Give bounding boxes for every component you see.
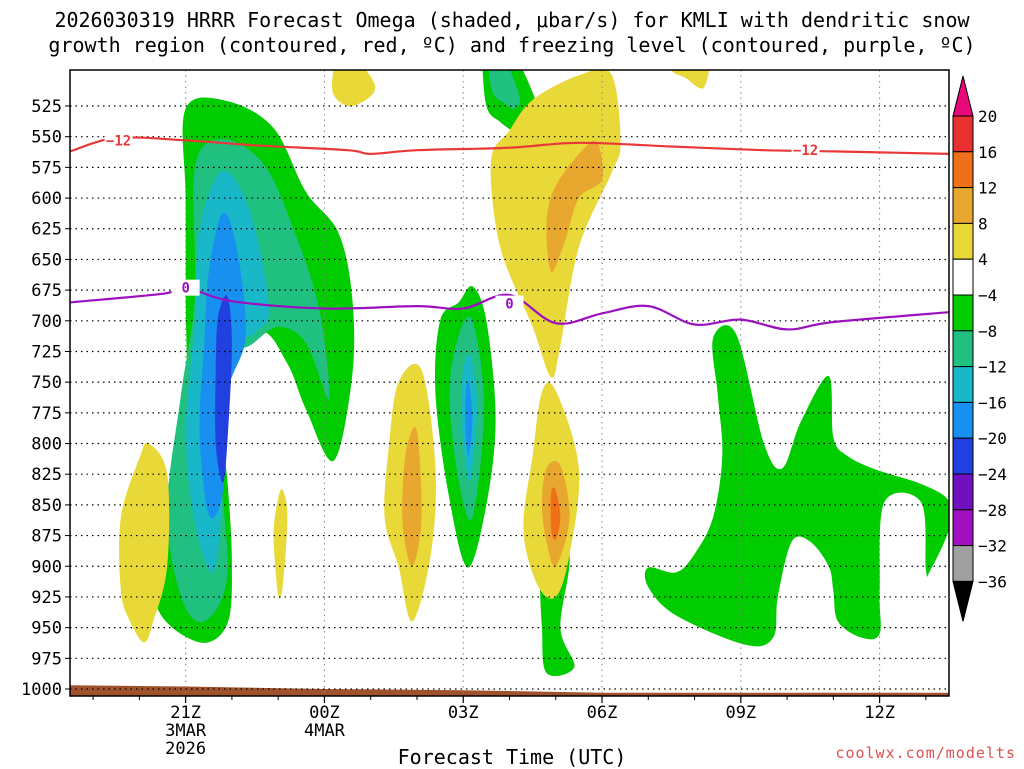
title-line-1: 2026030319 HRRR Forecast Omega (shaded, … <box>54 8 970 32</box>
y-tick-label-1000: 1000 <box>21 680 62 700</box>
omega-region-15 <box>119 442 170 643</box>
contour-label-minus12-left-bg <box>104 132 133 149</box>
colorbar-label-12: −32 <box>978 537 1007 556</box>
grid-lines <box>70 70 949 700</box>
y-tick-label-675: 675 <box>31 281 62 301</box>
colorbar-swatch-9 <box>952 401 974 439</box>
colorbar-label-11: −28 <box>978 501 1007 520</box>
y-tick-label-650: 650 <box>31 250 62 270</box>
colorbar-swatch-4 <box>952 222 974 260</box>
omega-region-22 <box>331 70 376 107</box>
x-tick-label-09Z: 09Z <box>725 703 756 723</box>
omega-region-18 <box>402 426 422 567</box>
contour-label-zero-left: 0 <box>181 281 189 297</box>
y-tick-label-925: 925 <box>31 588 62 608</box>
contour-label-minus12-right: −12 <box>793 143 818 159</box>
colorbar-swatch-6 <box>952 294 974 332</box>
y-tick-label-700: 700 <box>31 312 62 332</box>
colorbar-label-7: −12 <box>978 358 1007 377</box>
y-tick-label-775: 775 <box>31 404 62 424</box>
colorbar-label-9: −20 <box>978 429 1007 448</box>
colorbar-swatch-1 <box>952 115 974 153</box>
colorbar-bottom-arrow <box>952 580 974 622</box>
y-tick-label-825: 825 <box>31 465 62 485</box>
contour-label-minus12-right-bg <box>791 142 820 159</box>
x-tick-label-06Z: 06Z <box>587 703 618 723</box>
x-tick-sublabel-year: 2026 <box>165 739 206 759</box>
x-tick-label-21Z: 21Z <box>170 703 201 723</box>
colorbar-label-10: −24 <box>978 465 1007 484</box>
omega-region-8 <box>465 381 473 456</box>
colorbar-swatch-7 <box>952 330 974 368</box>
contour-line-minus12C_upper <box>70 53 949 57</box>
omega-region-23 <box>671 70 710 89</box>
plot-frame <box>69 69 950 697</box>
colorbar-label-2: 12 <box>978 179 997 198</box>
omega-region-12 <box>488 70 520 109</box>
contour-line-minus12C <box>70 136 949 156</box>
omega-region-10 <box>644 325 949 647</box>
x-axis-title: Forecast Time (UTC) <box>397 745 627 769</box>
colorbar-label-13: −36 <box>978 572 1007 591</box>
y-axis: 525 550 575 600 625 650 675 700 725 750 775 800 825 8… <box>21 97 70 700</box>
colorbar-label-8: −16 <box>978 393 1007 412</box>
y-tick-label-525: 525 <box>31 97 62 117</box>
credit-text: coolwx.com/modelts <box>835 744 1016 762</box>
omega-region-21 <box>550 487 561 540</box>
colorbar-swatch-13 <box>952 545 974 582</box>
x-tick-label-12Z: 12Z <box>864 703 895 723</box>
colorbar-label-0: 20 <box>978 107 997 126</box>
colorbar-label-3: 8 <box>978 214 988 233</box>
colorbar-swatch-5 <box>952 258 974 296</box>
y-tick-label-550: 550 <box>31 128 62 148</box>
contour-label-minus12-left: −12 <box>106 133 131 149</box>
colorbar-label-5: −4 <box>978 286 997 305</box>
colorbar-label-6: −8 <box>978 322 997 341</box>
omega-region-14 <box>546 140 604 273</box>
y-tick-label-600: 600 <box>31 189 62 209</box>
omega-region-4 <box>215 295 232 483</box>
y-tick-label-725: 725 <box>31 342 62 362</box>
colorbar-top-arrow <box>952 75 974 117</box>
colorbar-label-4: 4 <box>978 250 988 269</box>
y-tick-label-575: 575 <box>31 158 62 178</box>
y-tick-label-975: 975 <box>31 649 62 669</box>
x-tick-sublabel-date: 3MAR <box>165 721 207 741</box>
temperature-contours: −12 −12 0 0 <box>70 53 949 331</box>
ground-shading <box>70 685 949 696</box>
y-tick-label-900: 900 <box>31 557 62 577</box>
y-tick-label-750: 750 <box>31 373 62 393</box>
colorbar: 20 16 12 8 4 −4 −8 −12 −16 −20 −24 −28 −32 −36 <box>952 75 1007 622</box>
y-tick-label-875: 875 <box>31 527 62 547</box>
y-tick-label-800: 800 <box>31 435 62 455</box>
omega-region-16 <box>273 489 288 599</box>
colorbar-swatch-12 <box>952 509 974 547</box>
colorbar-swatch-8 <box>952 366 974 403</box>
colorbar-swatch-11 <box>952 473 974 511</box>
colorbar-swatch-3 <box>952 187 974 224</box>
y-tick-label-625: 625 <box>31 220 62 240</box>
x-tick-label-00Z: 00Z <box>309 703 340 723</box>
colorbar-label-1: 16 <box>978 143 997 162</box>
contour-label-zero-right-bg <box>495 295 524 312</box>
colorbar-swatch-2 <box>952 151 974 189</box>
title-line-2: growth region (contoured, red, ºC) and f… <box>48 33 976 57</box>
y-tick-label-850: 850 <box>31 496 62 516</box>
contour-label-zero-left-bg <box>171 279 200 296</box>
contour-label-zero-right: 0 <box>505 297 513 313</box>
omega-shading <box>70 70 949 696</box>
colorbar-swatch-10 <box>952 437 974 475</box>
x-tick-label-03Z: 03Z <box>448 703 479 723</box>
y-tick-label-950: 950 <box>31 619 62 639</box>
contour-line-zeroC <box>70 286 949 331</box>
x-tick-sublabel-date: 4MAR <box>304 721 346 741</box>
chart-title: 2026030319 HRRR Forecast Omega (shaded, … <box>0 8 1024 58</box>
